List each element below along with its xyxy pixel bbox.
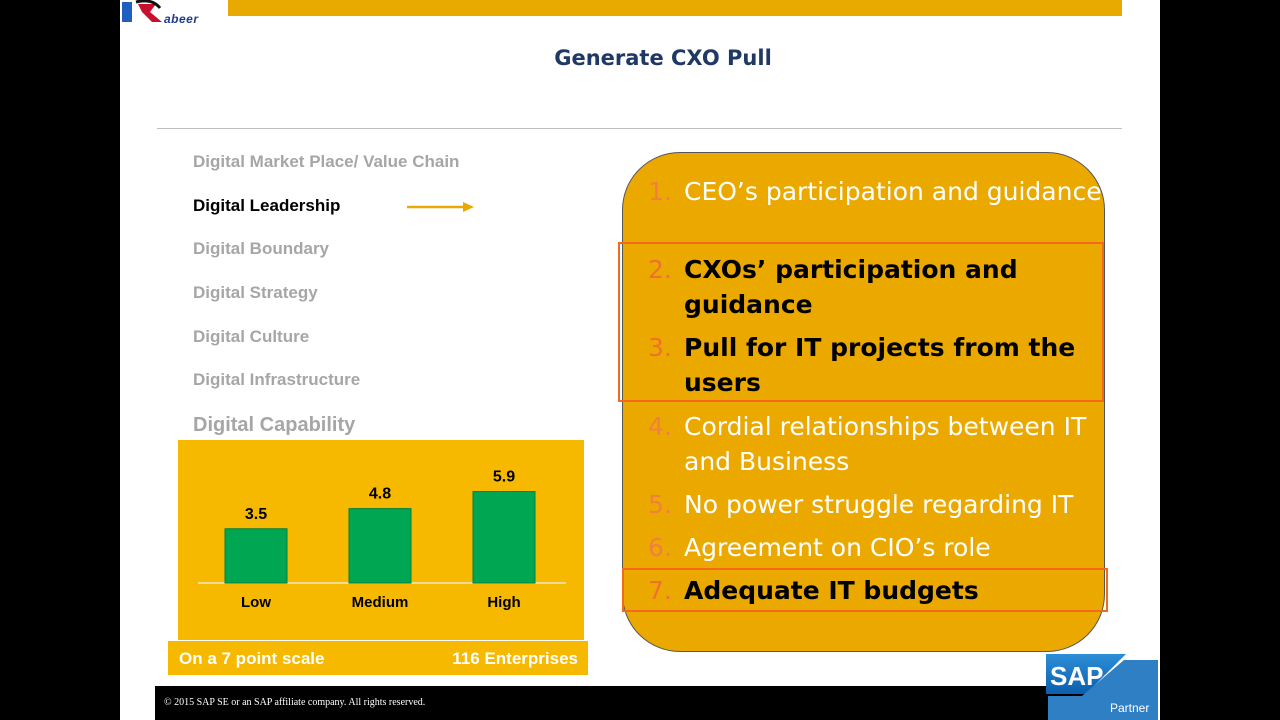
list-item-number: 3.	[648, 333, 672, 362]
slide: abeer Generate CXO Pull Digital Market P…	[120, 0, 1160, 720]
footer-bar	[155, 686, 1085, 720]
top-accent-bar	[228, 0, 1122, 16]
bar-chart: 3.5 Low 4.8 Medium 5.9 High	[178, 440, 584, 640]
list-item-text: Pull for IT projects from the users	[684, 333, 1076, 397]
list-item-text: CXOs’ participation and guidance	[684, 255, 1018, 319]
list-item-text: Agreement on CIO’s role	[684, 533, 991, 562]
chart-data-label: 4.8	[369, 486, 391, 503]
chart-data-label: 5.9	[493, 469, 515, 486]
list-item-number: 5.	[648, 490, 672, 519]
title-divider	[157, 128, 1122, 129]
menu-item-boundary: Digital Boundary	[193, 239, 330, 258]
chart-footer: On a 7 point scale 116 Enterprises	[168, 641, 588, 675]
arrow-right-icon	[407, 202, 474, 212]
menu-item-market-place: Digital Market Place/ Value Chain	[193, 152, 460, 171]
copyright-text: © 2015 SAP SE or an SAP affiliate compan…	[164, 697, 426, 708]
company-logo: abeer	[122, 0, 230, 26]
list-item-number: 4.	[648, 412, 672, 441]
menu-item-capability: Digital Capability	[193, 414, 356, 436]
menu-item-strategy: Digital Strategy	[193, 283, 318, 302]
highlight-box	[622, 568, 1108, 612]
page-title: Generate CXO Pull	[554, 46, 772, 70]
menu-item-leadership: Digital Leadership	[193, 196, 341, 215]
bar-chart-svg: 3.5 Low 4.8 Medium 5.9 High	[198, 469, 566, 611]
list-item-number: 2.	[648, 255, 672, 284]
list-item-text: Adequate IT budgets	[684, 576, 979, 605]
list-item-number: 6.	[648, 533, 672, 562]
list-item-text: Cordial relationships between IT and Bus…	[684, 412, 1087, 476]
scale-note: On a 7 point scale	[179, 649, 325, 668]
svg-text:Partner: Partner	[1110, 701, 1149, 715]
chart-bar	[348, 508, 412, 584]
highlight-box	[618, 242, 1104, 402]
sap-partner-logo: SAP Partner	[1046, 654, 1158, 720]
chart-bar	[472, 491, 536, 584]
chart-category-label: Low	[241, 594, 271, 611]
chart-category-label: High	[487, 594, 520, 611]
list-item-text: No power struggle regarding IT	[684, 490, 1074, 519]
list-item-number: 7.	[648, 576, 672, 605]
menu-item-infrastructure: Digital Infrastructure	[193, 370, 361, 389]
chart-data-label: 3.5	[245, 506, 267, 523]
logo-text: abeer	[164, 12, 199, 26]
chart-bar	[224, 528, 288, 584]
menu-item-culture: Digital Culture	[193, 327, 310, 346]
sample-size-note: 116 Enterprises	[452, 649, 578, 668]
chart-category-label: Medium	[352, 594, 409, 611]
list-item-number: 1.	[648, 177, 672, 206]
list-item-text: CEO’s participation and guidance	[684, 177, 1102, 206]
